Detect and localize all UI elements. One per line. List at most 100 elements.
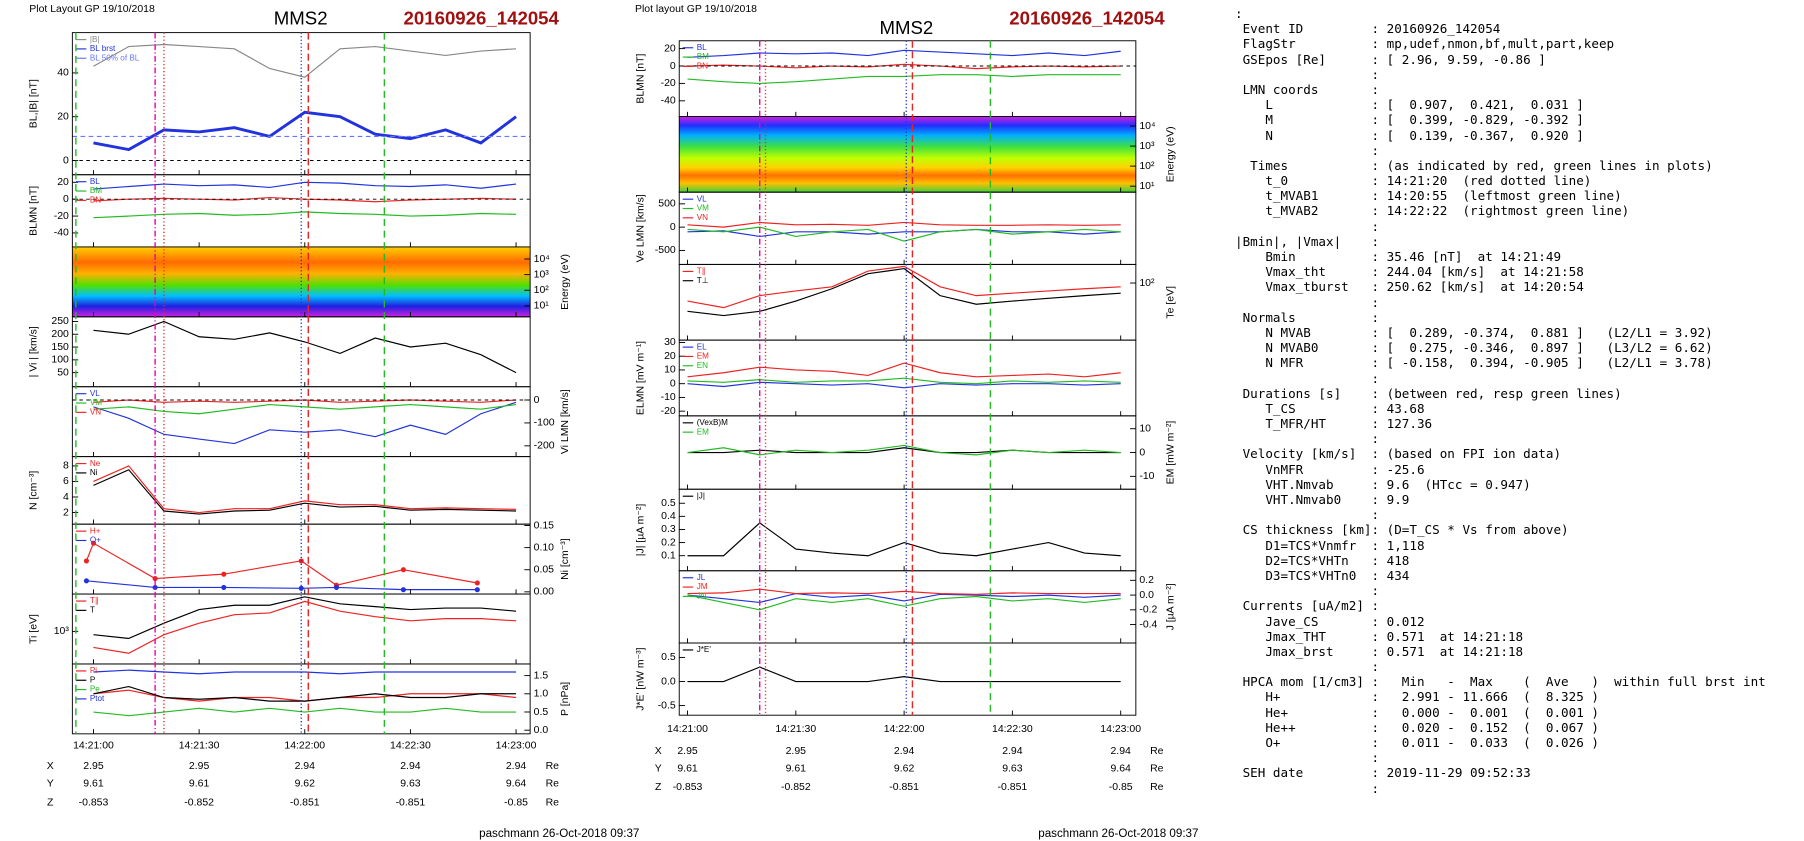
series-line xyxy=(687,74,1121,84)
y-tick-label: 0 xyxy=(670,222,676,233)
series-line xyxy=(687,267,1121,317)
info-line: He+ : 0.000 - 0.001 ( 0.001 ) xyxy=(1235,704,1599,720)
legend-label: T∥ xyxy=(697,267,706,276)
y-tick-label: -40 xyxy=(54,228,69,239)
info-line: D3=TCS*VHTn0 : 434 xyxy=(1235,567,1410,583)
y-tick-label: 30 xyxy=(664,337,676,348)
legend-label: Pi xyxy=(90,666,97,675)
legend-label: T∥ xyxy=(90,596,99,605)
y-tick-label: 0.5 xyxy=(661,652,676,663)
info-line: SEH date : 2019-11-29 09:52:33 xyxy=(1235,765,1531,781)
y-tick-label: 0.2 xyxy=(1139,575,1154,586)
x-tick-label: 14:22:00 xyxy=(884,724,925,735)
data-point xyxy=(221,584,227,590)
y-tick-label: -0.5 xyxy=(658,700,676,711)
info-line: H+ : 2.991 - 11.666 ( 8.325 ) xyxy=(1235,689,1599,705)
legend-label: VL xyxy=(697,194,707,203)
legend-label: |B| xyxy=(90,35,100,44)
data-point xyxy=(400,587,406,593)
info-line: t_0 : 14:21:20 (red dotted line) xyxy=(1235,173,1592,189)
y-tick-label: 1.5 xyxy=(534,670,549,681)
series-line xyxy=(687,588,1121,595)
y-tick-label: 10 xyxy=(664,365,676,376)
y-tick-label: 0.00 xyxy=(534,587,555,598)
info-line: Jave_CS : 0.012 xyxy=(1235,613,1425,629)
info-line: Jmax_THT : 0.571 at 14:21:18 xyxy=(1235,628,1524,644)
legend-label: BL brst xyxy=(90,44,116,53)
series-line xyxy=(93,401,517,445)
info-line: Times : (as indicated by red, green line… xyxy=(1235,157,1713,173)
legend-label: VM xyxy=(697,204,709,213)
y-tick-label: 10² xyxy=(1139,278,1155,289)
info-line: Vmax_tht : 244.04 [km/s] at 14:21:58 xyxy=(1235,264,1584,280)
info-line: VnMFR : -25.6 xyxy=(1235,461,1425,477)
y-tick-label: 200 xyxy=(51,329,69,340)
legend-label: VN xyxy=(90,408,101,417)
data-point xyxy=(333,584,340,590)
y-tick-label: 4 xyxy=(63,492,69,503)
info-line: Durations [s] : (between red, resp green… xyxy=(1235,385,1622,401)
info-line: N MFR : [ -0.158, 0.394, -0.905 ] (L2/L1… xyxy=(1235,355,1713,371)
series-line xyxy=(687,522,1121,557)
series-line xyxy=(687,228,1121,238)
info-line: Velocity [km/s] : (based on FPI ion data… xyxy=(1235,446,1562,462)
legend-label: Ne xyxy=(90,459,101,468)
position-value: 9.61 xyxy=(677,764,698,775)
legend-label: EL xyxy=(697,342,707,351)
info-line: : xyxy=(1235,218,1380,234)
info-line: : xyxy=(1235,583,1380,599)
position-label: Y xyxy=(655,764,662,775)
position-value: 2.94 xyxy=(506,761,527,772)
info-line: : xyxy=(1235,142,1380,158)
y-axis-label: BLMN [nT] xyxy=(636,54,647,104)
info-line: T_CS : 43.68 xyxy=(1235,400,1425,416)
y-tick-label: -500 xyxy=(655,245,676,256)
position-value: -0.85 xyxy=(504,797,528,808)
info-line: He++ : 0.020 - 0.152 ( 0.067 ) xyxy=(1235,719,1599,735)
y-tick-label: 0.10 xyxy=(534,542,555,553)
position-unit: Re xyxy=(546,797,560,808)
info-line: Jmax_brst : 0.571 at 14:21:18 xyxy=(1235,643,1524,659)
legend-label: (VexB)M xyxy=(697,418,728,427)
position-value: -0.851 xyxy=(396,797,426,808)
legend-label: BL xyxy=(697,43,707,52)
series-line xyxy=(93,211,517,219)
y-tick-label: 10³ xyxy=(1139,141,1155,152)
y-tick-label: 250 xyxy=(51,316,69,327)
info-line: : xyxy=(1235,66,1380,82)
legend-label: O+ xyxy=(90,536,101,545)
y-axis-label: |J| [µA m⁻²] xyxy=(636,504,647,557)
y-axis-label: J [µA m⁻²] xyxy=(1166,583,1177,630)
y-axis-label: Energy (eV) xyxy=(1166,126,1177,182)
series-line xyxy=(85,542,478,586)
series-line xyxy=(93,110,517,152)
info-line: : xyxy=(1235,750,1380,766)
series-line xyxy=(93,469,517,515)
footer: paschmann 26-Oct-2018 09:37 xyxy=(1038,827,1198,840)
info-line: |Bmin|, |Vmax| : xyxy=(1235,233,1380,249)
y-tick-label: 50 xyxy=(57,367,69,378)
y-tick-label: 0.0 xyxy=(534,725,549,736)
legend-label: Ptot xyxy=(90,694,105,703)
y-tick-label: 150 xyxy=(51,342,69,353)
legend-label: BL 50% of BL xyxy=(90,53,140,62)
position-label: Z xyxy=(655,782,662,793)
plot-title: MMS2 xyxy=(879,17,933,38)
position-value: 9.61 xyxy=(786,764,807,775)
info-line: N : [ 0.139, -0.367, 0.920 ] xyxy=(1235,127,1584,143)
position-value: 2.95 xyxy=(677,746,698,757)
y-tick-label: -20 xyxy=(54,211,69,222)
series-line xyxy=(93,320,517,374)
y-tick-label: 0.5 xyxy=(661,498,676,509)
y-tick-label: 0.15 xyxy=(534,520,555,531)
y-tick-label: -10 xyxy=(661,392,676,403)
y-axis-label: ELMN [mV m⁻¹] xyxy=(636,341,647,415)
series-line xyxy=(86,580,478,591)
y-tick-label: 20 xyxy=(57,111,69,122)
legend-label: BN xyxy=(90,196,101,205)
series-line xyxy=(687,444,1121,456)
position-value: 9.62 xyxy=(295,779,316,790)
position-value: -0.851 xyxy=(889,782,919,793)
panel-frame xyxy=(678,40,1137,117)
